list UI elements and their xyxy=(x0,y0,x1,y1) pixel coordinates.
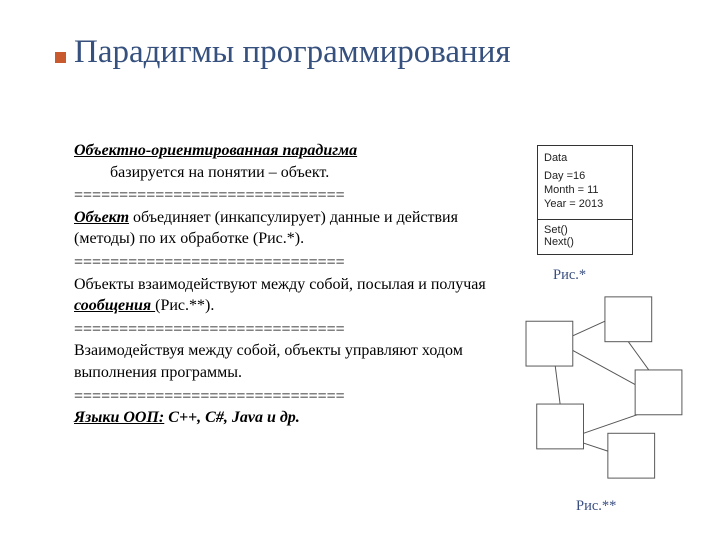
object-diagram: Data Day =16 Month = 11 Year = 2013 Set(… xyxy=(537,145,633,255)
network-node xyxy=(635,370,682,415)
body-line5-tail: C++, C#, Java и др. xyxy=(164,409,300,426)
separator: ============================== xyxy=(74,185,494,207)
separator: ============================== xyxy=(74,252,494,274)
title-bullet xyxy=(55,52,66,63)
network-edge xyxy=(628,342,648,370)
object-field: Day =16 xyxy=(544,170,626,184)
network-edge xyxy=(555,366,560,404)
figure2-caption: Рис.** xyxy=(576,498,616,515)
network-edge xyxy=(573,321,605,336)
body-line1-tail: базируется на понятии – объект. xyxy=(74,162,494,184)
object-method: Next() xyxy=(544,236,626,248)
object-method: Set() xyxy=(544,224,626,236)
figure1-caption: Рис.* xyxy=(553,267,586,284)
network-diagram xyxy=(510,292,695,482)
object-field: Year = 2013 xyxy=(544,198,626,212)
network-node xyxy=(608,433,655,478)
object-field: Month = 11 xyxy=(544,184,626,198)
network-node xyxy=(537,404,584,449)
network-node xyxy=(605,297,652,342)
body-line2-emph: Объект xyxy=(74,209,129,226)
slide-title: Парадигмы программирования xyxy=(74,34,511,71)
body-line1-emph: Объектно-ориентированная парадигма xyxy=(74,142,357,159)
network-edge xyxy=(584,415,638,434)
body-line3-emph: сообщения xyxy=(74,297,155,314)
separator: ============================== xyxy=(74,319,494,341)
network-edge xyxy=(573,350,635,384)
body-line2-tail: объединяет (инкапсулирует) данные и дейс… xyxy=(74,209,458,248)
body-line3-head: Объекты взаимодействуют между собой, пос… xyxy=(74,276,486,293)
separator: ============================== xyxy=(74,386,494,408)
body-text: Объектно-ориентированная парадигма базир… xyxy=(74,140,494,431)
network-node xyxy=(526,321,573,366)
body-line4: Взаимодействуя между собой, объекты упра… xyxy=(74,340,494,383)
body-line5-emph: Языки ООП: xyxy=(74,409,164,426)
body-line3-tail: (Рис.**). xyxy=(155,297,214,314)
object-header: Data xyxy=(544,152,626,164)
